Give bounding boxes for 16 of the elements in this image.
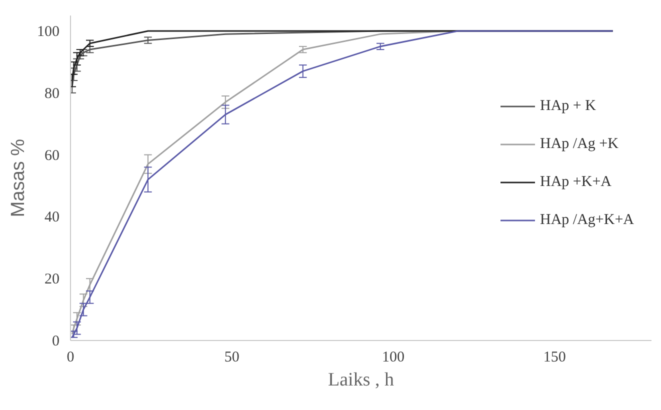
y-tick-label: 0 <box>52 334 60 350</box>
x-tick-label: 50 <box>224 350 240 366</box>
legend-label: HAp +K+A <box>540 174 612 190</box>
legend-label: HAp /Ag+K+A <box>540 212 634 228</box>
y-axis-title: Masas % <box>8 138 29 218</box>
x-tick-label: 150 <box>543 350 566 366</box>
x-tick-label: 100 <box>382 350 405 366</box>
y-tick-label: 20 <box>44 272 60 288</box>
legend-label: HAp /Ag +K <box>540 136 618 152</box>
y-tick-label: 80 <box>44 86 60 102</box>
x-axis-title: Laiks , h <box>328 370 394 390</box>
x-tick-label: 0 <box>66 350 74 366</box>
y-tick-label: 40 <box>44 210 60 226</box>
y-tick-label: 100 <box>37 24 60 40</box>
legend-label: HAp + K <box>540 98 596 114</box>
y-tick-label: 60 <box>44 148 60 164</box>
